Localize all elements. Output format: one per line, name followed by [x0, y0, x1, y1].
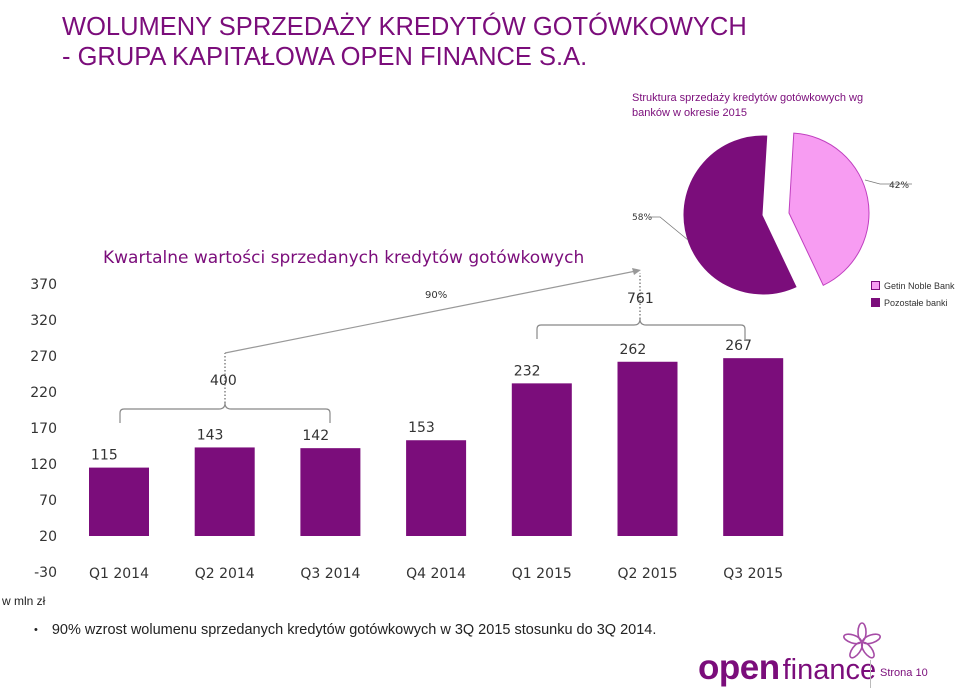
sum-2015-label: 761	[627, 291, 654, 307]
page-number: Strona 10	[880, 667, 928, 679]
bar-q2-2014	[194, 447, 255, 536]
y-tick-label: -30	[34, 565, 57, 581]
x-tick-label: Q1 2015	[512, 566, 572, 582]
bar-q1-2014	[89, 467, 149, 536]
bar-q3-2014	[300, 448, 361, 536]
bullet-text: 90% wzrost wolumenu sprzedanych kredytów…	[51, 622, 657, 638]
open-finance-logo: open finance	[698, 648, 876, 688]
logo-word-open: open	[698, 648, 780, 687]
growth-arrow	[224, 270, 637, 354]
growth-arrow-head	[632, 268, 641, 275]
x-tick-label: Q3 2015	[723, 566, 783, 582]
pie-label-58: 58%	[632, 213, 652, 223]
y-tick-label: 70	[39, 493, 57, 509]
bar-value-label: 262	[620, 342, 647, 358]
slide-title: WOLUMENY SPRZEDAŻY KREDYTÓW GOTÓWKOWYCH …	[62, 12, 862, 72]
bracket-2015	[536, 318, 746, 339]
bracket-2014	[119, 402, 331, 423]
pie-label-42: 42%	[889, 181, 909, 191]
bar-q3-2015	[723, 358, 784, 536]
pie-legend: Getin Noble Bank Pozostałe banki	[871, 277, 955, 311]
legend-swatch	[871, 281, 880, 290]
legend-item: Getin Noble Bank	[871, 277, 955, 294]
pie-slice-getin-noble-bank	[788, 132, 870, 286]
bar-chart: 370 320 270 220 170 120 70 20 -30 115 Q1 2014 143 Q2…	[30, 268, 783, 582]
x-tick-label: Q3 2014	[300, 566, 360, 582]
growth-label: 90%	[425, 290, 447, 301]
pie-chart-title: Struktura sprzedaży kredytów gotówkowych…	[632, 92, 864, 119]
bar-value-label: 143	[197, 427, 224, 443]
x-tick-label: Q4 2014	[406, 566, 466, 582]
bar-value-label: 142	[302, 428, 329, 444]
bar-chart-title: Kwartalne wartości sprzedanych kredytów …	[103, 248, 584, 268]
bar-value-label: 232	[514, 363, 541, 379]
y-tick-label: 370	[30, 277, 57, 293]
legend-item: Pozostałe banki	[871, 294, 955, 311]
y-tick-label: 170	[30, 421, 57, 437]
y-tick-label: 270	[30, 349, 57, 365]
y-tick-label: 320	[30, 313, 57, 329]
slide-title-line-1: WOLUMENY SPRZEDAŻY KREDYTÓW GOTÓWKOWYCH	[62, 13, 747, 41]
bar-q2-2015	[617, 361, 678, 536]
x-tick-label: Q2 2014	[195, 566, 255, 582]
pie-leader-42	[864, 179, 912, 185]
bar-value-label: 115	[91, 448, 118, 464]
x-tick-label: Q2 2015	[617, 566, 677, 582]
y-tick-label: 20	[39, 529, 57, 545]
y-tick-label: 120	[30, 457, 57, 473]
bar-value-label: 153	[408, 420, 435, 436]
bar-q4-2014	[406, 440, 467, 536]
flower-logo-icon	[843, 622, 881, 659]
bullet-note: • 90% wzrost wolumenu sprzedanych kredytó…	[34, 622, 656, 638]
y-tick-label: 220	[30, 385, 57, 401]
bar-q1-2015	[511, 383, 572, 536]
pie-slice-pozostale-banki	[682, 134, 798, 296]
bullet-dot: •	[34, 624, 38, 636]
slide-title-line-2: - GRUPA KAPITAŁOWA OPEN FINANCE S.A.	[62, 43, 588, 71]
footer-divider	[870, 660, 871, 688]
logo-word-finance: finance	[782, 654, 877, 686]
legend-swatch	[871, 298, 880, 307]
bar-value-label: 267	[725, 338, 752, 354]
sum-2014-label: 400	[210, 373, 237, 389]
legend-label: Pozostałe banki	[884, 297, 948, 308]
x-tick-label: Q1 2014	[89, 566, 149, 582]
unit-label: w mln zł	[2, 594, 46, 608]
pie-chart: 42% 58%	[632, 132, 912, 296]
pie-leader-58	[650, 216, 689, 241]
legend-label: Getin Noble Bank	[884, 280, 955, 291]
